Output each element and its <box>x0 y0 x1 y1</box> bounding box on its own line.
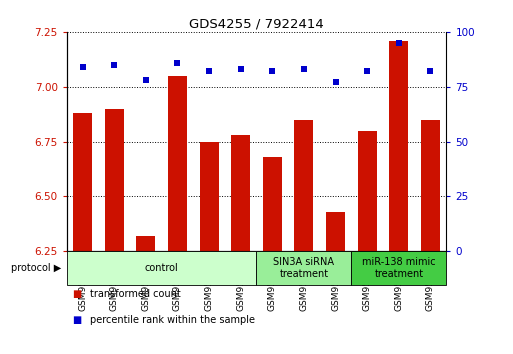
Point <box>394 40 403 46</box>
Point <box>268 69 277 74</box>
Point <box>426 69 435 74</box>
Text: protocol ▶: protocol ▶ <box>11 263 62 273</box>
Bar <box>326 212 345 251</box>
Text: percentile rank within the sample: percentile rank within the sample <box>90 315 255 325</box>
Bar <box>294 120 313 251</box>
Point <box>205 69 213 74</box>
Bar <box>231 135 250 251</box>
Point <box>300 66 308 72</box>
Point <box>110 62 118 68</box>
Point <box>236 66 245 72</box>
Bar <box>73 113 92 251</box>
Bar <box>168 76 187 251</box>
Point <box>363 69 371 74</box>
Point <box>78 64 87 70</box>
Bar <box>136 236 155 251</box>
Point <box>173 60 182 65</box>
Bar <box>263 157 282 251</box>
Bar <box>358 131 377 251</box>
Text: SIN3A siRNA
treatment: SIN3A siRNA treatment <box>273 257 334 279</box>
Text: transformed count: transformed count <box>90 289 181 298</box>
Point <box>142 77 150 83</box>
Bar <box>389 41 408 251</box>
Point <box>331 80 340 85</box>
Bar <box>200 142 219 251</box>
Bar <box>421 120 440 251</box>
Text: ■: ■ <box>72 315 81 325</box>
Text: control: control <box>145 263 179 273</box>
Text: miR-138 mimic
treatment: miR-138 mimic treatment <box>362 257 436 279</box>
Title: GDS4255 / 7922414: GDS4255 / 7922414 <box>189 18 324 31</box>
Text: ■: ■ <box>72 289 81 298</box>
Bar <box>105 109 124 251</box>
